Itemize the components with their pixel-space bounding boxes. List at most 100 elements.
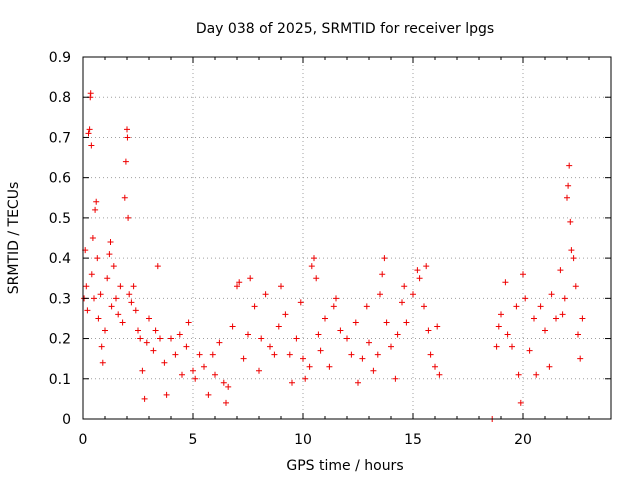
data-point xyxy=(517,399,524,406)
data-point xyxy=(247,275,254,282)
data-point xyxy=(92,206,99,213)
data-point xyxy=(126,291,133,298)
data-point xyxy=(240,355,247,362)
data-point xyxy=(83,283,90,290)
data-point xyxy=(130,283,137,290)
data-point xyxy=(366,339,372,346)
data-point xyxy=(293,335,300,342)
data-point xyxy=(262,291,269,298)
data-point xyxy=(110,263,117,270)
data-point xyxy=(306,363,313,370)
data-point xyxy=(495,323,502,330)
y-tick-label: 0.4 xyxy=(49,251,71,267)
data-point xyxy=(522,295,529,302)
data-point xyxy=(333,295,339,302)
data-point xyxy=(229,323,236,330)
y-tick-label: 0.8 xyxy=(49,90,71,106)
data-point xyxy=(381,255,388,262)
data-point xyxy=(99,359,106,366)
data-point xyxy=(493,343,500,350)
data-point xyxy=(394,331,401,338)
data-point xyxy=(330,303,337,310)
chart-title: Day 038 of 2025, SRMTID for receiver lpg… xyxy=(196,21,494,37)
data-point xyxy=(124,126,130,133)
x-axis-label: GPS time / hours xyxy=(286,458,403,474)
data-point xyxy=(124,134,131,141)
data-point xyxy=(410,291,416,298)
data-point xyxy=(128,299,135,306)
data-point xyxy=(139,367,146,374)
data-point xyxy=(121,194,128,201)
data-point xyxy=(326,363,333,370)
y-tick-label: 0 xyxy=(62,412,71,428)
data-point xyxy=(94,255,101,262)
data-point xyxy=(216,339,223,346)
data-point xyxy=(566,162,573,169)
data-point xyxy=(377,291,383,298)
data-point xyxy=(267,343,273,350)
data-point xyxy=(337,327,344,334)
plot-frame xyxy=(82,56,612,420)
y-axis-label: SRMTID / TECUs xyxy=(6,182,22,295)
x-tick-label: 5 xyxy=(189,432,198,448)
data-point xyxy=(311,255,317,262)
data-point xyxy=(183,343,190,350)
data-point xyxy=(352,319,359,326)
data-point xyxy=(91,295,97,302)
data-point xyxy=(251,303,258,310)
x-tick-label: 10 xyxy=(294,432,312,448)
data-point xyxy=(425,327,432,334)
data-point xyxy=(236,279,243,286)
data-point xyxy=(98,343,105,350)
data-point xyxy=(88,142,95,149)
data-point xyxy=(125,214,132,221)
data-point xyxy=(579,315,586,322)
data-point xyxy=(414,267,421,274)
data-point xyxy=(278,283,284,290)
data-point xyxy=(157,335,163,342)
data-point xyxy=(546,363,553,370)
data-point xyxy=(348,351,355,358)
data-point xyxy=(388,343,394,350)
data-point xyxy=(108,303,115,310)
data-point xyxy=(537,303,544,310)
data-point xyxy=(567,218,574,225)
data-point xyxy=(117,283,124,290)
data-point xyxy=(234,283,240,290)
data-point xyxy=(286,351,293,358)
data-point xyxy=(102,327,108,334)
data-point xyxy=(143,339,150,346)
y-tick-label: 0.9 xyxy=(49,50,71,66)
data-point xyxy=(498,311,504,318)
data-point xyxy=(220,379,227,386)
data-point xyxy=(201,363,207,370)
data-point xyxy=(176,331,183,338)
data-point xyxy=(85,130,92,137)
data-point xyxy=(344,335,350,342)
y-tick-label: 0.1 xyxy=(49,372,71,388)
data-point xyxy=(137,335,144,342)
data-point xyxy=(258,335,265,342)
data-point xyxy=(370,367,377,374)
data-point xyxy=(192,375,199,382)
y-tick-label: 0.3 xyxy=(49,291,71,307)
data-point xyxy=(421,303,427,310)
y-tick-label: 0.6 xyxy=(49,171,71,187)
data-point xyxy=(84,307,91,314)
data-point xyxy=(315,331,322,338)
data-point xyxy=(383,319,390,326)
data-point xyxy=(300,355,306,362)
data-point xyxy=(565,182,572,189)
x-tick-label: 0 xyxy=(79,432,88,448)
data-point xyxy=(399,299,405,306)
data-point xyxy=(87,90,94,97)
data-point xyxy=(572,283,579,290)
data-point xyxy=(289,379,295,386)
data-point xyxy=(93,198,100,205)
data-point xyxy=(557,267,564,274)
data-point xyxy=(403,319,410,326)
x-tick-label: 20 xyxy=(514,432,532,448)
data-point xyxy=(89,235,96,241)
y-axis: 0 0.1 0.2 0.3 0.4 0.5 0.6 0.7 0.8 0.9 xyxy=(49,50,611,428)
